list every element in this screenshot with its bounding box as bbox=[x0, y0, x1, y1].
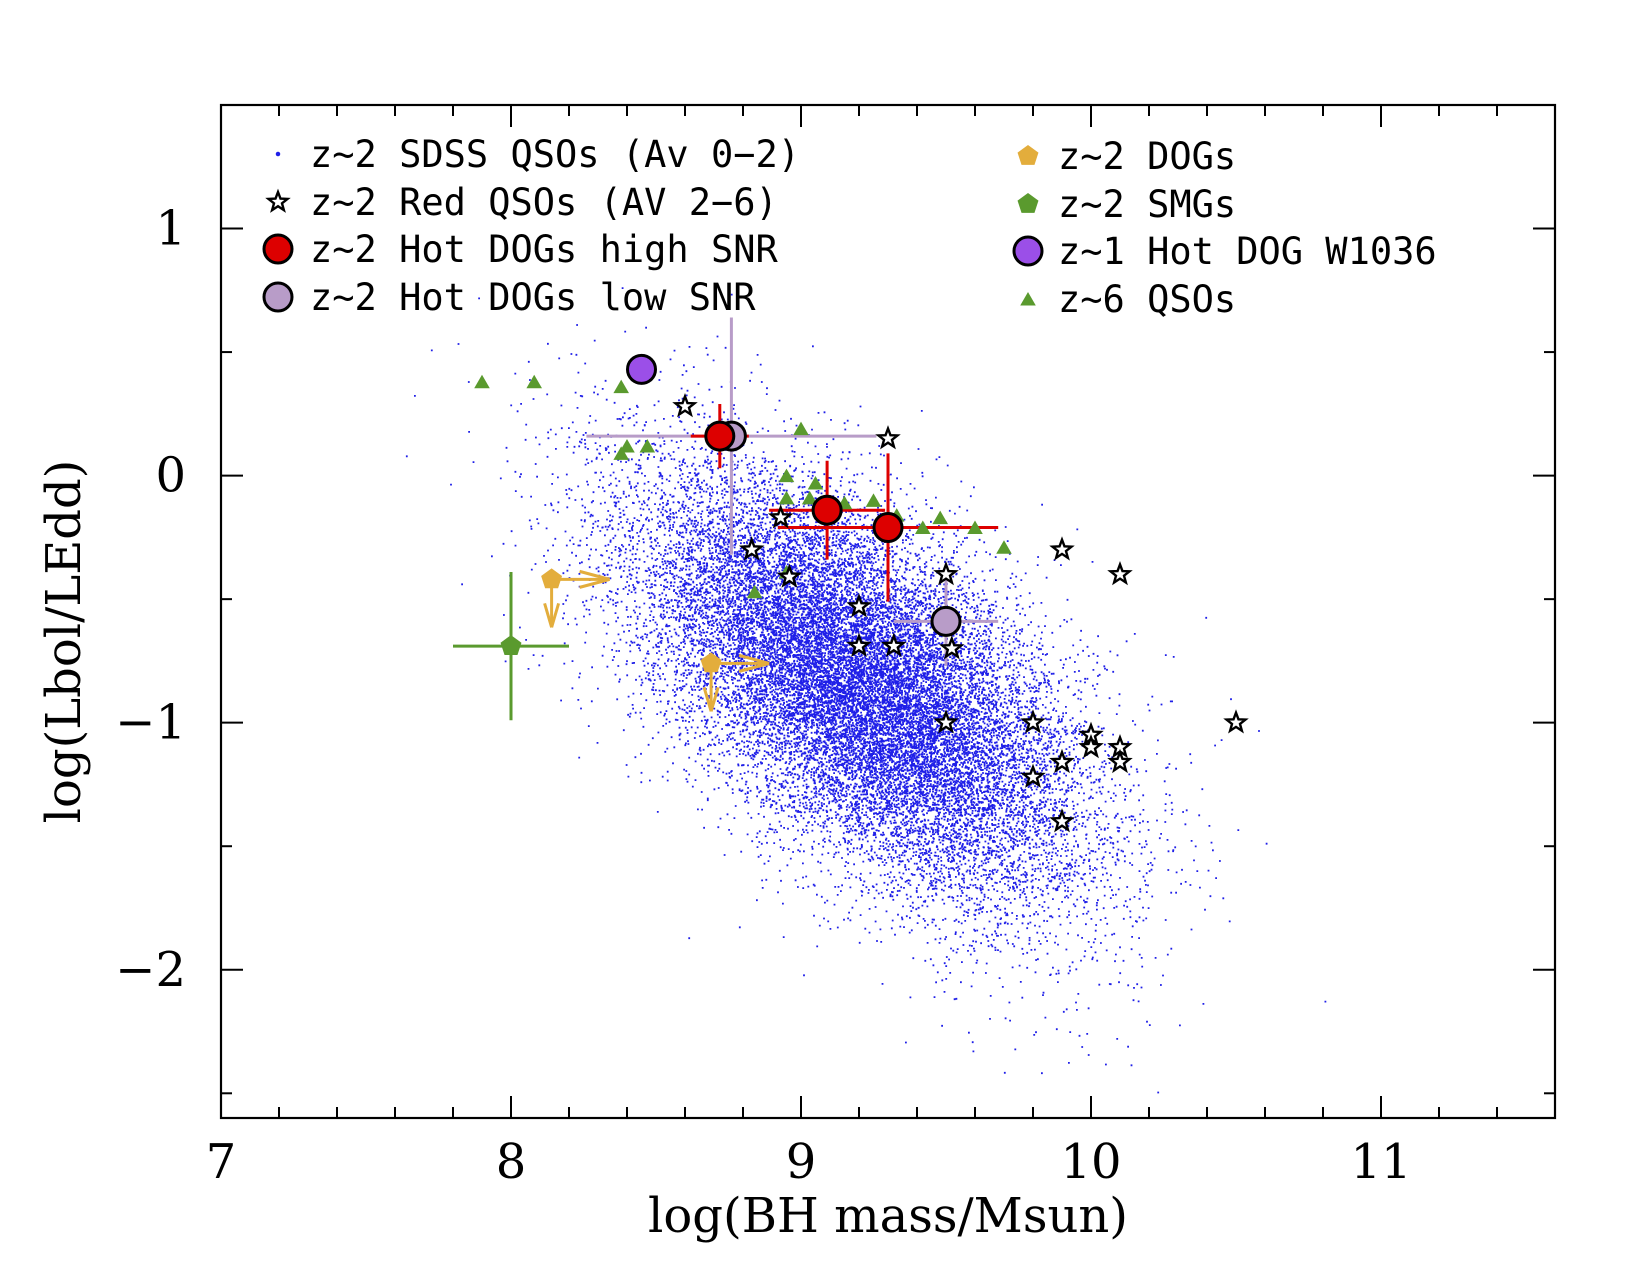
legend-label: z~2 Red QSOs (AV 2−6) bbox=[310, 181, 778, 224]
z6-qso-point bbox=[865, 493, 882, 507]
red-qso-point bbox=[846, 593, 872, 618]
y-tick-label: 0 bbox=[155, 448, 186, 504]
z6-qso-point bbox=[801, 490, 818, 505]
dog-point-group bbox=[700, 652, 770, 712]
legend-marker-circle-purple bbox=[1012, 235, 1044, 267]
red-qso-point bbox=[776, 563, 803, 588]
sdss-qso-dots bbox=[405, 287, 1327, 1094]
legend-label: z~1 Hot DOG W1036 bbox=[1058, 230, 1437, 273]
x-tick-label: 7 bbox=[206, 1134, 237, 1190]
y-tick-label: −1 bbox=[115, 695, 186, 751]
z6-qso-point bbox=[807, 476, 824, 490]
red-qso-point bbox=[767, 504, 794, 529]
dog-xlimit-arrowhead bbox=[738, 653, 770, 673]
legend: z~2 SDSS QSOs (Av 0−2) z~2 Red QSOs (AV 2… bbox=[262, 133, 1437, 321]
hotdog-high-point bbox=[872, 511, 904, 543]
red-qso-point bbox=[846, 632, 872, 657]
red-qso-point bbox=[1223, 709, 1249, 734]
dog-point-group bbox=[541, 568, 610, 628]
y-axis-label: log(Lbol/LEdd) bbox=[36, 460, 92, 824]
y-tick-label: −2 bbox=[115, 942, 186, 998]
red-qso-point bbox=[1020, 709, 1046, 734]
z6-qso-point bbox=[619, 438, 635, 453]
z6-qso-point bbox=[778, 490, 795, 505]
z6-qso-point bbox=[793, 421, 809, 436]
red-qso-point bbox=[933, 709, 959, 734]
red-qso-point bbox=[738, 536, 765, 561]
red-qso-point bbox=[1049, 748, 1075, 774]
legend-marker-circle-red bbox=[262, 233, 294, 265]
z6-qso-point bbox=[778, 468, 795, 483]
hotdog-low-point bbox=[930, 605, 962, 637]
legend-marker-pentagon-gold bbox=[1017, 145, 1039, 165]
legend-marker-dot bbox=[275, 151, 281, 157]
y-tick-label: 1 bbox=[155, 201, 186, 257]
red-qso-point bbox=[1107, 561, 1133, 586]
red-qso-point bbox=[939, 635, 965, 660]
red-qso-point bbox=[875, 425, 901, 450]
axis-ticks bbox=[220, 104, 1556, 1118]
x-tick-label: 10 bbox=[1060, 1134, 1121, 1190]
red-qso-point bbox=[1107, 748, 1133, 774]
x-axis-label: log(BH mass/Msun) bbox=[648, 1188, 1128, 1244]
red-qso-point bbox=[1049, 536, 1075, 561]
w1036-point bbox=[626, 353, 657, 385]
red-qso-point bbox=[1049, 808, 1075, 833]
hotdog-high-point bbox=[811, 494, 843, 526]
marker-points bbox=[474, 353, 1249, 833]
dog-point bbox=[541, 568, 563, 589]
red-qso-point bbox=[672, 393, 698, 418]
z6-qso-point bbox=[526, 374, 542, 389]
z6-qso-point bbox=[967, 520, 983, 534]
dog-ylimit-arrowhead bbox=[543, 602, 561, 628]
z6-qso-point bbox=[746, 584, 763, 599]
legend-marker-pentagon-green bbox=[1017, 193, 1039, 213]
z6-qso-point bbox=[932, 510, 948, 525]
legend-marker-star bbox=[265, 188, 291, 213]
legend-label: z~6 QSOs bbox=[1058, 278, 1236, 321]
sdss-qso-points bbox=[405, 287, 1327, 1094]
x-tick-label: 11 bbox=[1350, 1134, 1411, 1190]
z6-qso-point bbox=[915, 520, 931, 534]
red-qso-point bbox=[1078, 733, 1104, 759]
dog-xlimit-arrowhead bbox=[579, 569, 610, 589]
red-qso-point bbox=[933, 561, 959, 586]
legend-label: z~2 SMGs bbox=[1058, 183, 1236, 226]
legend-marker-circle-lilac bbox=[262, 281, 294, 313]
hotdog-high-point bbox=[704, 420, 736, 452]
plot-frame bbox=[219, 103, 1557, 1120]
dog-ylimit-arrowhead bbox=[702, 686, 720, 712]
x-tick-label: 8 bbox=[496, 1134, 527, 1190]
legend-label: z~2 DOGs bbox=[1058, 135, 1236, 178]
z6-qso-point bbox=[996, 540, 1012, 554]
legend-marker-triangle bbox=[1020, 292, 1036, 306]
z6-qso-point bbox=[613, 446, 629, 460]
z6-qso-point bbox=[474, 374, 490, 389]
legend-label: z~2 Hot DOGs low SNR bbox=[310, 276, 756, 319]
z6-qso-point bbox=[639, 438, 656, 453]
x-tick-label: 9 bbox=[786, 1134, 817, 1190]
red-qso-point bbox=[1020, 763, 1046, 788]
legend-label: z~2 Hot DOGs high SNR bbox=[310, 228, 779, 271]
z6-qso-point bbox=[613, 379, 629, 394]
legend-label: z~2 SDSS QSOs (Av 0−2) bbox=[310, 133, 800, 176]
red-qso-point bbox=[881, 632, 907, 657]
dog-point bbox=[700, 652, 722, 673]
smg-point bbox=[500, 635, 522, 655]
